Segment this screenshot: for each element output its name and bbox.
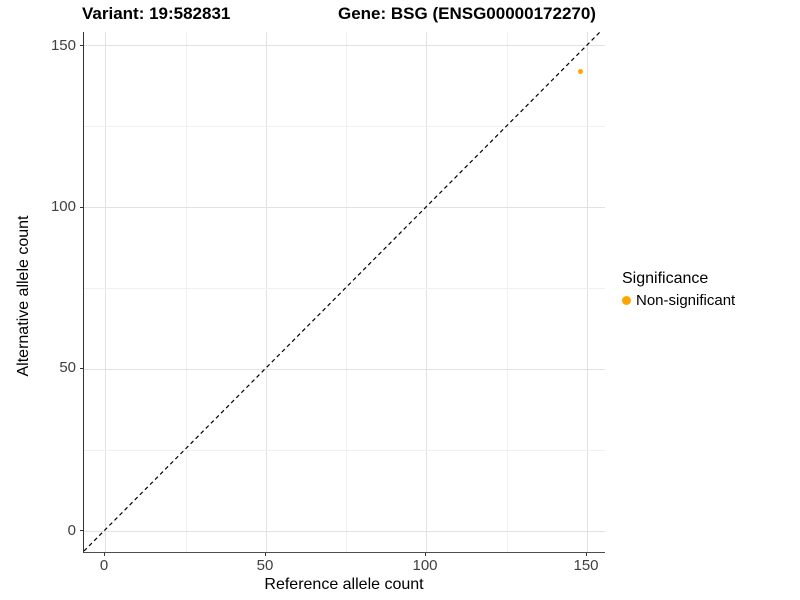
y-tick-150 bbox=[80, 45, 83, 46]
y-tick-50 bbox=[80, 368, 83, 369]
gridline-y-100 bbox=[84, 207, 605, 208]
gridline-y-0 bbox=[84, 531, 605, 532]
gridline-x-25-minor bbox=[186, 32, 187, 552]
x-tick-0 bbox=[104, 553, 105, 556]
scatter-point-non-significant bbox=[578, 69, 583, 74]
gridline-x-125-minor bbox=[507, 32, 508, 552]
gridline-x-150 bbox=[587, 32, 588, 552]
y-axis-title: Alternative allele count bbox=[15, 215, 32, 377]
legend-key-dot-icon bbox=[622, 296, 631, 305]
x-axis-title: Reference allele count bbox=[264, 576, 424, 593]
gene-title: Gene: BSG (ENSG00000172270) bbox=[338, 4, 596, 23]
x-tick-50 bbox=[265, 553, 266, 556]
x-tick-label: 150 bbox=[573, 557, 599, 574]
y-tick-label: 0 bbox=[67, 522, 76, 539]
y-tick-label: 100 bbox=[50, 198, 76, 215]
y-tick-0 bbox=[80, 530, 83, 531]
legend: Significance Non-significant bbox=[622, 270, 735, 309]
identity-dashed-line bbox=[84, 32, 601, 552]
x-tick-label: 100 bbox=[412, 557, 438, 574]
gridline-y-150 bbox=[84, 45, 605, 46]
legend-entry-label: Non-significant bbox=[636, 292, 736, 309]
gridline-x-100 bbox=[426, 32, 427, 552]
gridline-x-75-minor bbox=[346, 32, 347, 552]
gridline-y-125-minor bbox=[84, 126, 605, 127]
x-tick-100 bbox=[425, 553, 426, 556]
x-tick-label: 0 bbox=[99, 557, 109, 574]
x-tick-150 bbox=[586, 553, 587, 556]
gridline-x-0 bbox=[105, 32, 106, 552]
legend-entry-non-significant: Non-significant bbox=[622, 292, 735, 309]
y-tick-label: 50 bbox=[59, 359, 76, 376]
plot-panel bbox=[83, 32, 605, 553]
gridline-y-50 bbox=[84, 369, 605, 370]
gridline-x-50 bbox=[266, 32, 267, 552]
x-tick-label: 50 bbox=[256, 557, 274, 574]
legend-title: Significance bbox=[622, 270, 709, 287]
y-tick-label: 150 bbox=[50, 37, 76, 54]
y-tick-100 bbox=[80, 207, 83, 208]
variant-title: Variant: 19:582831 bbox=[82, 4, 231, 23]
gridline-y-25-minor bbox=[84, 450, 605, 451]
